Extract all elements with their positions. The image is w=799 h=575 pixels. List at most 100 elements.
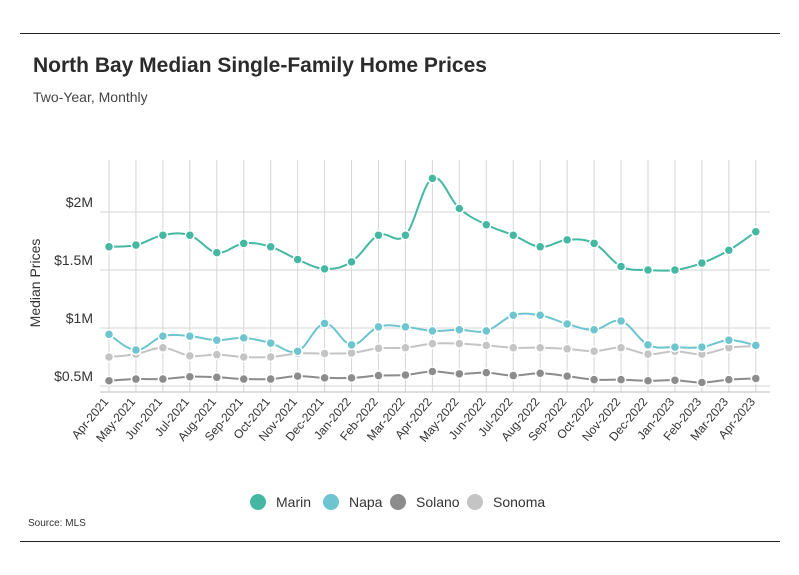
data-point <box>373 370 384 381</box>
data-point <box>157 373 169 385</box>
legend-swatch <box>467 494 483 510</box>
data-point <box>265 337 276 349</box>
data-point <box>642 375 654 387</box>
data-point <box>184 330 196 342</box>
legend: Marin Napa Solano Sonoma <box>250 494 545 510</box>
data-point <box>346 339 357 351</box>
data-point <box>292 254 303 265</box>
top-rule <box>20 33 780 34</box>
series-solano <box>103 366 762 388</box>
data-point <box>211 372 223 383</box>
data-point <box>319 372 330 384</box>
data-point <box>319 348 330 359</box>
data-point <box>157 229 169 241</box>
data-point <box>534 342 546 353</box>
y-axis-label: Median Prices <box>27 239 43 328</box>
data-point <box>534 309 546 321</box>
y-tick-label: $0.5M <box>54 368 93 384</box>
legend-swatch <box>390 494 406 510</box>
data-point <box>265 351 276 363</box>
chart-title: North Bay Median Single-Family Home Pric… <box>33 54 487 77</box>
data-point <box>750 373 762 384</box>
legend-item-solano: Solano <box>390 494 460 510</box>
chart-grid <box>100 160 770 393</box>
data-point <box>238 373 249 385</box>
data-point <box>642 339 654 351</box>
data-point <box>238 332 249 344</box>
data-point <box>561 370 573 382</box>
data-point <box>669 341 681 353</box>
data-point <box>508 229 519 241</box>
data-point <box>238 238 249 249</box>
data-point <box>319 318 330 329</box>
data-point <box>534 241 546 253</box>
data-point <box>561 318 573 330</box>
data-point <box>400 229 411 241</box>
data-point <box>508 342 519 353</box>
data-point <box>696 341 708 353</box>
data-point <box>669 374 681 386</box>
data-point <box>588 374 600 385</box>
data-point <box>211 334 223 346</box>
bottom-rule <box>20 541 780 542</box>
legend-label: Solano <box>416 494 460 510</box>
data-point <box>750 226 762 237</box>
series-napa <box>103 309 762 357</box>
data-point <box>130 344 142 356</box>
data-point <box>454 338 465 349</box>
legend-label: Marin <box>276 494 311 510</box>
legend-swatch <box>250 494 266 510</box>
series-marin <box>103 173 762 276</box>
data-point <box>184 350 196 362</box>
data-point <box>265 373 276 385</box>
legend-label: Sonoma <box>493 494 545 510</box>
data-point <box>400 342 411 353</box>
data-point <box>373 229 384 241</box>
data-point <box>534 367 546 379</box>
data-point <box>454 324 465 335</box>
data-point <box>615 261 627 272</box>
data-point <box>750 340 762 351</box>
data-point <box>319 263 330 275</box>
data-point <box>588 324 600 335</box>
data-point <box>669 264 681 276</box>
data-point <box>481 219 492 231</box>
data-point <box>588 238 600 249</box>
data-point <box>427 325 438 337</box>
y-axis: $0.5M $1M $1.5M $2M <box>54 194 93 384</box>
x-axis: Apr-2021May-2021Jun-2021Jul-2021Aug-2021… <box>69 395 758 445</box>
series-sonoma <box>103 338 762 363</box>
data-point <box>723 374 735 385</box>
y-tick-label: $1M <box>66 310 93 326</box>
data-point <box>481 367 492 378</box>
data-point <box>103 351 115 363</box>
data-point <box>238 351 249 363</box>
legend-item-napa: Napa <box>323 494 383 510</box>
data-point <box>373 343 384 354</box>
y-tick-label: $2M <box>66 194 93 210</box>
data-point <box>292 370 303 382</box>
data-point <box>211 349 223 360</box>
chart-subtitle: Two-Year, Monthly <box>33 89 148 105</box>
legend-label: Napa <box>349 494 383 510</box>
data-point <box>615 342 627 353</box>
data-point <box>103 375 115 387</box>
data-point <box>696 377 708 388</box>
data-point <box>292 345 303 357</box>
data-point <box>454 368 465 380</box>
legend-item-sonoma: Sonoma <box>467 494 545 510</box>
data-point <box>481 340 492 351</box>
data-point <box>588 345 600 357</box>
data-point <box>615 374 627 385</box>
data-point <box>346 372 357 384</box>
data-point <box>373 321 384 333</box>
data-point <box>508 370 519 381</box>
data-point <box>211 247 223 258</box>
data-point <box>184 229 196 241</box>
data-point <box>561 343 573 355</box>
data-point <box>157 330 169 342</box>
data-point <box>696 257 708 269</box>
data-point <box>723 334 735 346</box>
legend-swatch <box>323 494 339 510</box>
